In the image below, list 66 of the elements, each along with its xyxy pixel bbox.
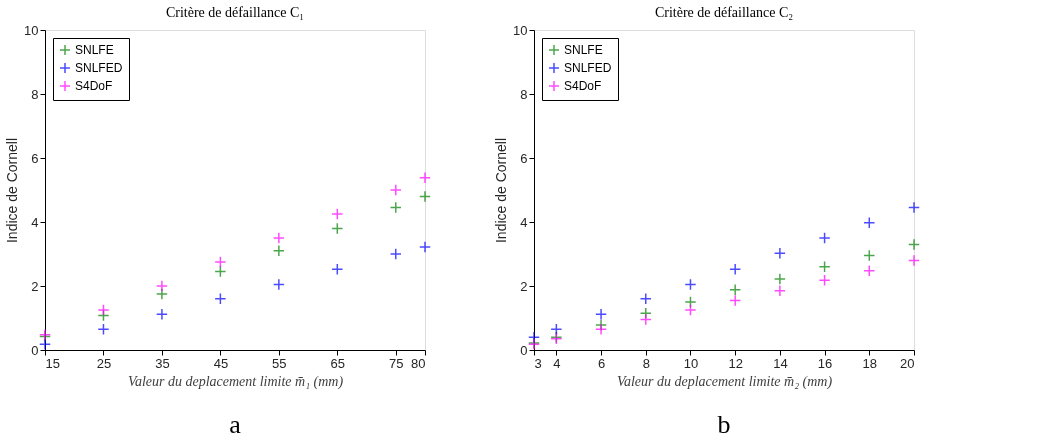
point	[684, 278, 697, 291]
x-tick-label: 18	[862, 355, 878, 371]
y-tick-label: 6	[520, 150, 528, 166]
x-axis-title: Valeur du deplacement limite m̄₁ (mm)	[127, 373, 344, 390]
x-tick-label: 25	[96, 355, 112, 371]
point	[818, 232, 831, 244]
x-tick-label: 75	[389, 355, 404, 371]
x-axis-title: Valeur du deplacement limite m̄₂ (mm)	[616, 373, 833, 390]
x-tick-label: 35	[155, 355, 170, 371]
point	[908, 254, 920, 267]
y-axis-title: Indice de Cornell	[4, 137, 21, 244]
x-tick-label: 10	[683, 355, 699, 371]
x-tick-label: 65	[330, 355, 346, 371]
y-tick-label: 2	[520, 278, 528, 294]
x-tick-label: 14	[773, 355, 788, 371]
x-tick-label: 45	[213, 355, 229, 371]
y-tick-label: 10	[513, 22, 528, 38]
point	[863, 264, 876, 277]
x-tick-label: 80	[411, 355, 426, 371]
x-tick-label: 4	[553, 355, 561, 371]
point	[818, 274, 831, 287]
y-tick-label: 8	[520, 86, 528, 102]
y-tick-label: 2	[31, 278, 39, 294]
x-tick-label: 8	[642, 355, 650, 371]
legend-label: S4DoF	[564, 79, 602, 93]
point	[773, 284, 786, 297]
point	[550, 323, 563, 336]
y-tick-label: 4	[31, 214, 39, 230]
y-axis-title: Indice de Cornell	[493, 137, 510, 244]
text: b	[717, 410, 731, 439]
point	[595, 323, 608, 336]
x-tick-label: 6	[597, 355, 606, 371]
x-tick-label: 15	[45, 355, 60, 371]
x-tick-label: 3	[534, 355, 542, 371]
legend-label: SNLFED	[564, 61, 612, 75]
x-tick-label: 16	[817, 355, 833, 371]
x-tick-label: 55	[272, 355, 287, 371]
chart-title: Critère de défaillance C₂	[654, 5, 794, 20]
legend-label: SNLFE	[75, 43, 114, 57]
point	[863, 216, 876, 229]
legend-label: SNLFE	[564, 43, 603, 57]
y-tick-label: 0	[31, 342, 39, 358]
point	[773, 272, 786, 285]
point	[639, 292, 652, 305]
x-tick-label: 12	[728, 355, 743, 371]
point	[908, 238, 920, 251]
y-tick-label: 6	[31, 150, 39, 166]
point	[729, 294, 742, 307]
legend-label: S4DoF	[75, 79, 113, 93]
legend-label: SNLFED	[75, 61, 123, 75]
point	[684, 304, 697, 316]
point	[729, 263, 742, 276]
point	[863, 249, 876, 262]
chart-title: Critère de défaillance C₁	[165, 5, 305, 20]
point	[595, 308, 608, 321]
point	[773, 247, 786, 260]
y-tick-label: 0	[520, 342, 528, 358]
x-tick-label: 20	[900, 355, 915, 371]
y-tick-label: 10	[24, 22, 39, 38]
point	[908, 201, 920, 214]
text: a	[229, 410, 242, 439]
point	[818, 260, 831, 273]
point	[729, 283, 742, 296]
y-tick-label: 8	[31, 86, 39, 102]
y-tick-label: 4	[520, 214, 528, 230]
point	[639, 313, 652, 326]
